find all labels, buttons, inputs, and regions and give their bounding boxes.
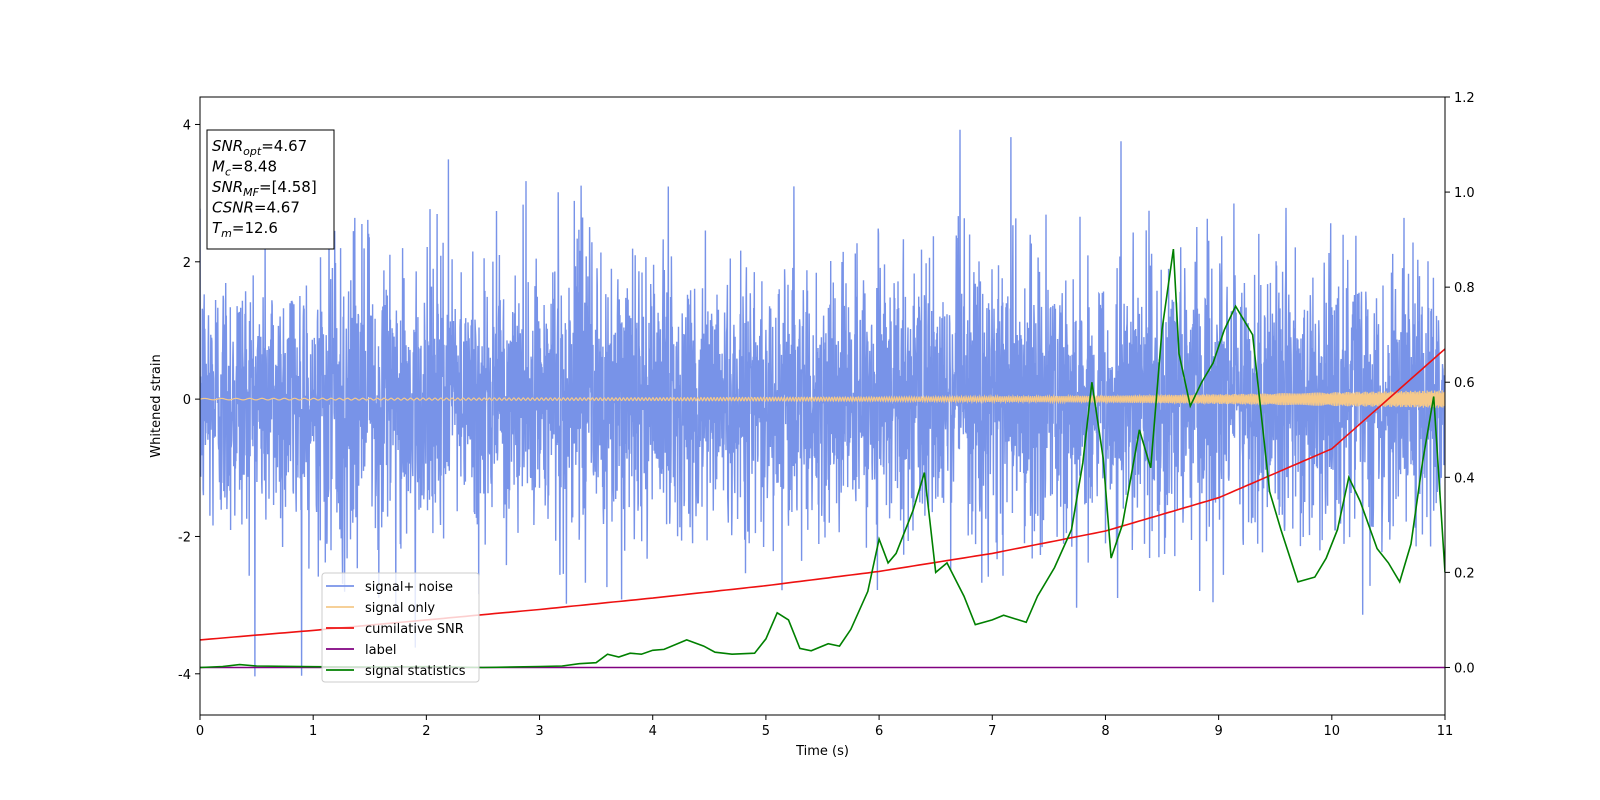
stats-line: CSNR=4.67	[212, 199, 300, 217]
legend-label: cumilative SNR	[365, 622, 464, 637]
x-tick-label: 4	[649, 724, 657, 739]
y-tick-label: 2	[183, 256, 191, 271]
stats-box-frame	[206, 129, 335, 250]
x-tick-label: 8	[1101, 724, 1109, 739]
series-signal-noise-line	[200, 129, 1445, 677]
y2-tick-label: 1.2	[1454, 91, 1475, 106]
legend-label: signal only	[365, 601, 435, 616]
x-tick-label: 10	[1324, 724, 1341, 739]
stats-line: SNRMF=[4.58]	[212, 178, 317, 199]
x-axis-label: Time (s)	[795, 744, 849, 759]
y-tick-label: 0	[183, 393, 191, 408]
y2-tick-label: 0.2	[1454, 566, 1475, 581]
x-tick-label: 1	[309, 724, 317, 739]
y-axis-label: Whitened strain	[149, 354, 164, 457]
tick-layer: 0 1 2 3 4 5 6 7 8 9 10 11 -4 -2 0 2 4 0.0 0.2 0.4 0.6 0.8 1.0 1…	[178, 91, 1475, 739]
series-signal-statistics-line	[200, 248, 1445, 669]
y2-tick-label: 0.0	[1454, 661, 1475, 676]
x-tick-label: 7	[988, 724, 996, 739]
x-tick-label: 6	[875, 724, 883, 739]
x-tick-label: 11	[1437, 724, 1454, 739]
y2-tick-label: 1.0	[1454, 186, 1475, 201]
y-tick-label: -2	[178, 530, 191, 545]
legend-frame	[321, 572, 480, 683]
x-tick-label: 2	[422, 724, 430, 739]
y2-tick-label: 0.4	[1454, 471, 1475, 486]
stats-line: Mc=8.48	[212, 158, 277, 179]
x-tick-label: 0	[196, 724, 204, 739]
stats-line: Tm=12.6	[212, 219, 278, 240]
x-tick-label: 3	[535, 724, 543, 739]
y-tick-label: -4	[178, 668, 191, 683]
x-tick-label: 5	[762, 724, 770, 739]
series-signal-only-line	[200, 390, 1445, 408]
legend: signal+ noise signal only cumilative SNR la…	[321, 572, 480, 683]
legend-label: label	[365, 643, 396, 658]
legend-label: signal statistics	[365, 664, 466, 679]
x-tick-label: 9	[1214, 724, 1222, 739]
y2-tick-label: 0.8	[1454, 281, 1475, 296]
axes-frame	[199, 96, 1446, 716]
legend-label: signal+ noise	[365, 580, 453, 595]
stats-line: SNRopt=4.67	[212, 137, 307, 158]
y2-tick-label: 0.6	[1454, 376, 1475, 391]
y-tick-label: 4	[183, 118, 191, 133]
